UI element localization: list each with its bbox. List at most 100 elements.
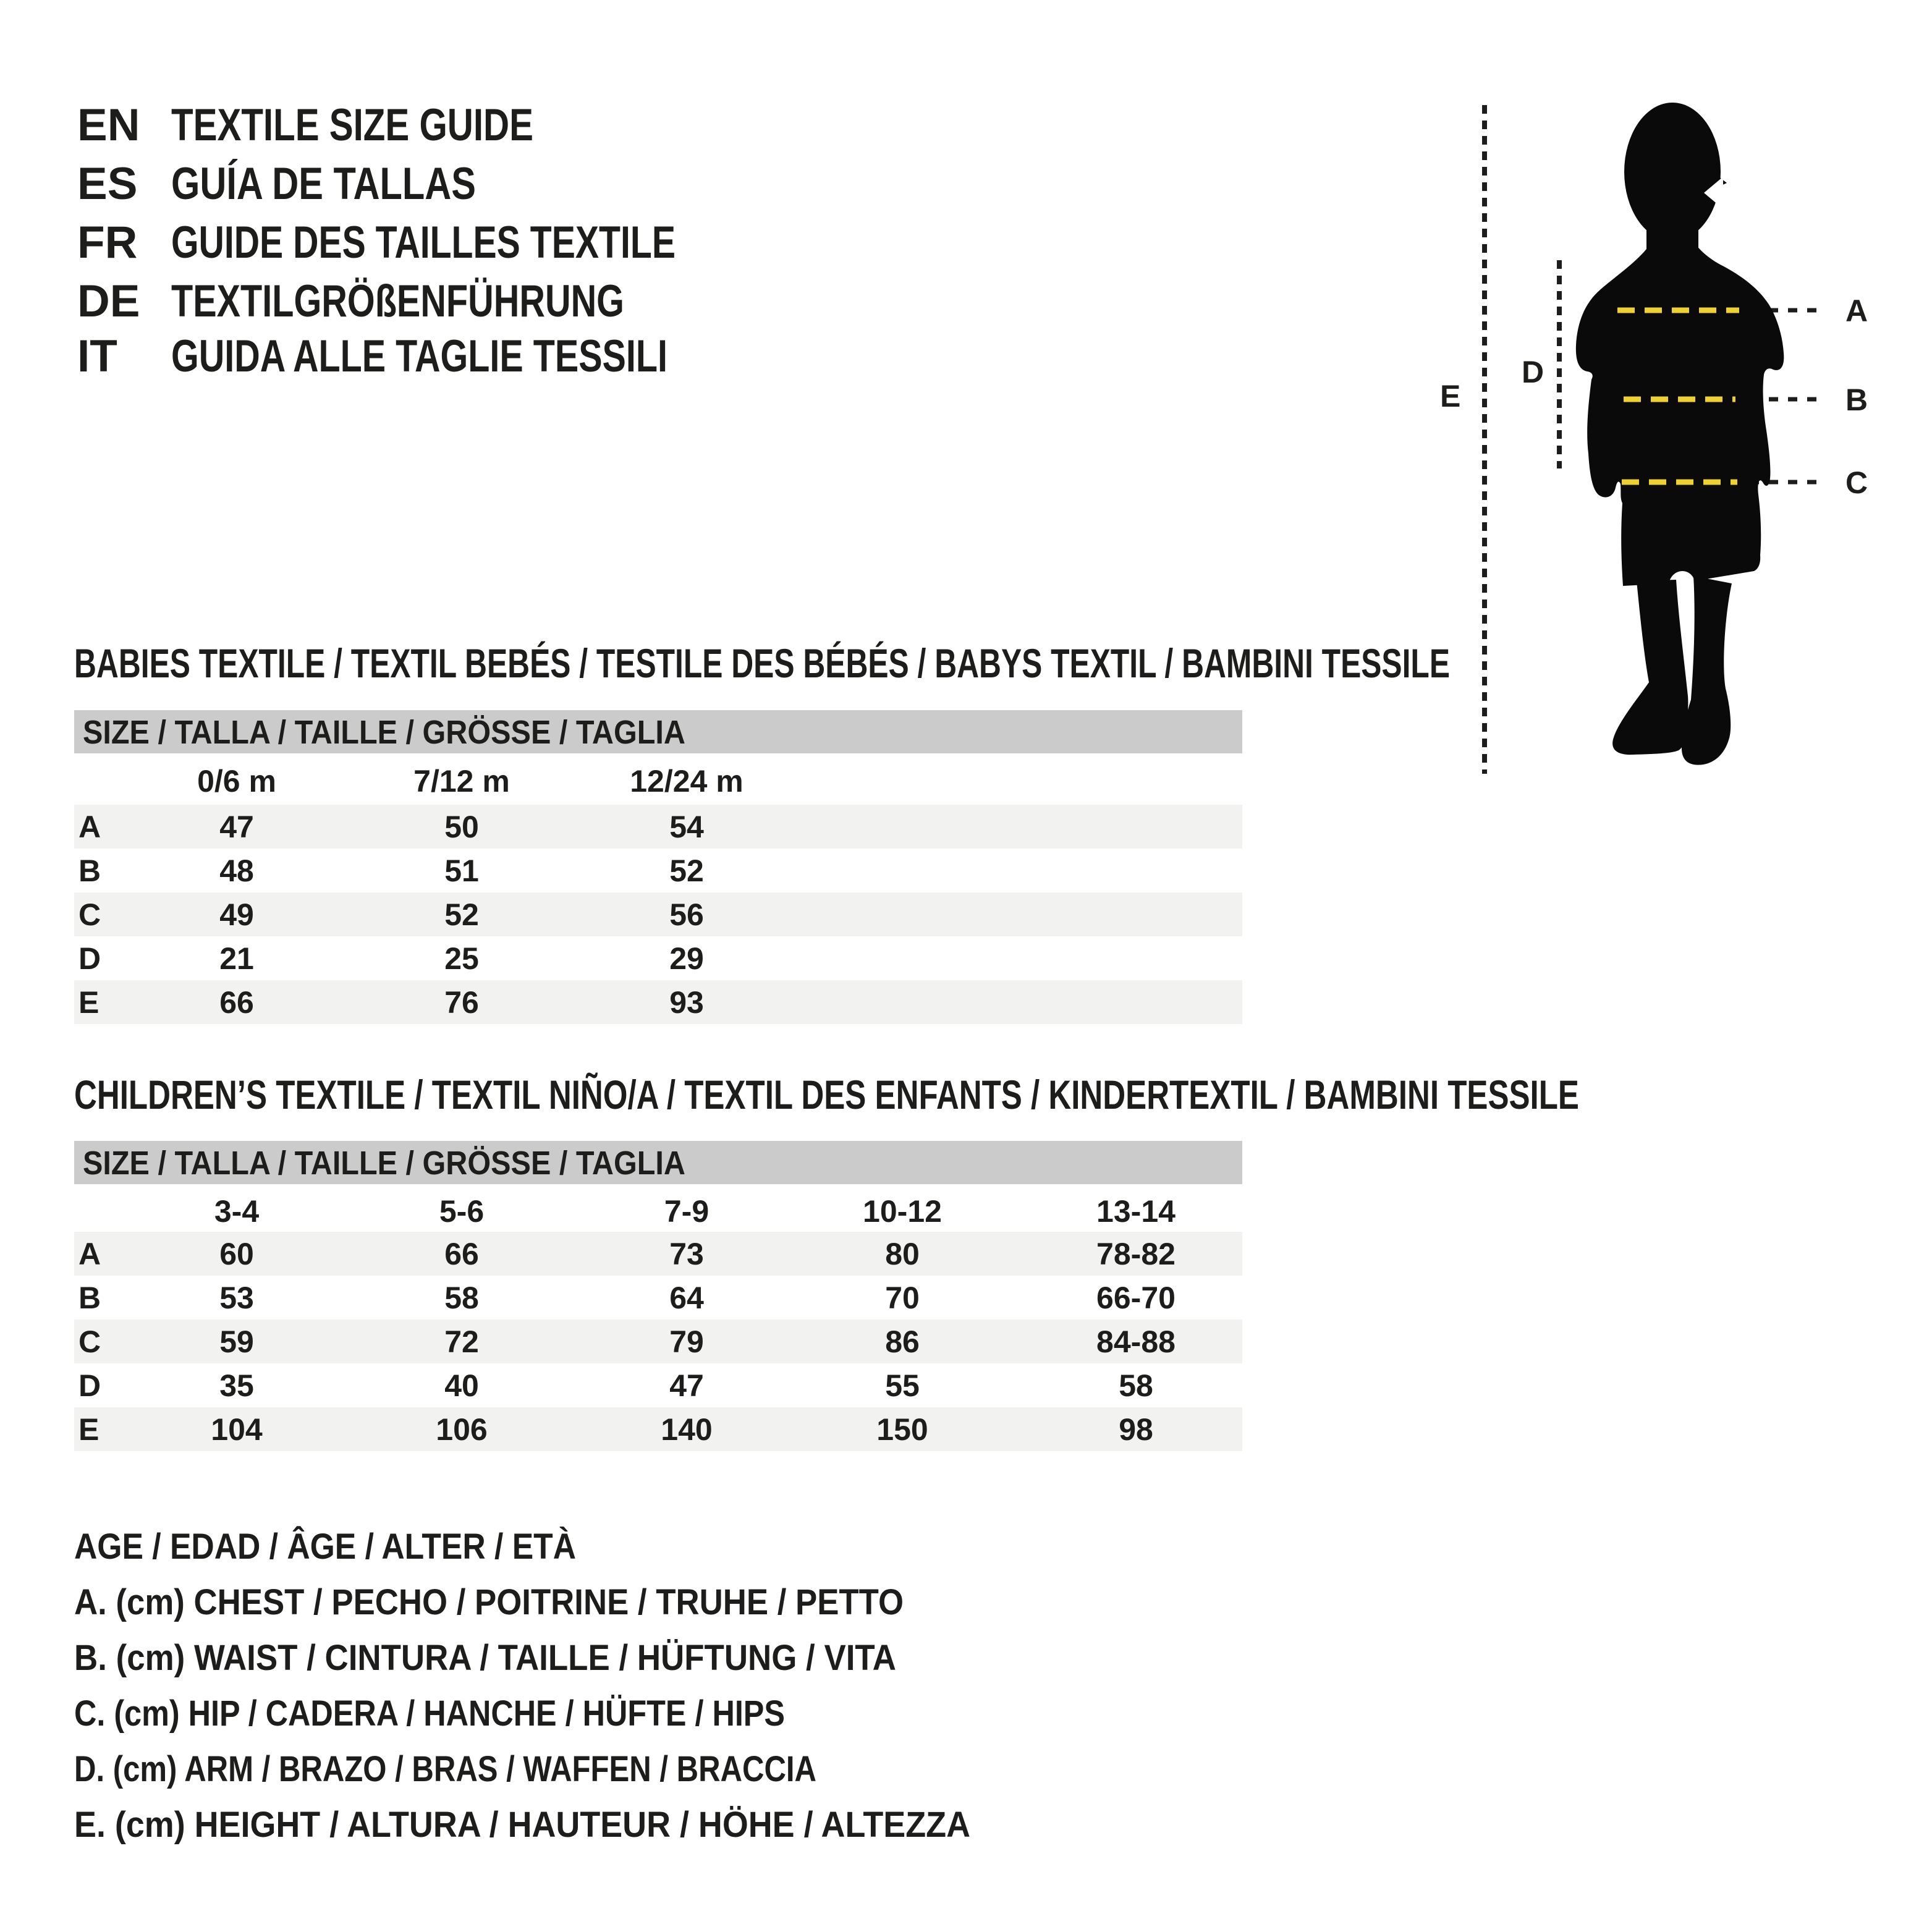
table-cell: 47 (219, 810, 254, 844)
table-cell: 52 (444, 897, 479, 932)
row-label: B (78, 854, 101, 888)
table-cell: 86 (885, 1324, 920, 1359)
children-col-header: 10-12 (863, 1194, 942, 1229)
legend-line-chest: A. (cm) CHEST / PECHO / POITRINE / TRUHE… (74, 1582, 904, 1622)
table-cell: 50 (444, 810, 479, 844)
legend-line-waist: B. (cm) WAIST / CINTURA / TAILLE / HÜFTU… (74, 1638, 896, 1678)
children-col-header: 7-9 (664, 1194, 709, 1229)
row-label: A (78, 810, 101, 844)
lang-title: TEXTILGRÖßENFÜHRUNG (171, 276, 624, 326)
table-row: E 66 76 93 (78, 985, 704, 1020)
lang-code: ES (77, 159, 137, 209)
legend-line-hip: C. (cm) HIP / CADERA / HANCHE / HÜFTE / … (74, 1693, 785, 1734)
waist-label: B (1845, 383, 1868, 417)
row-label: E (78, 985, 99, 1020)
babies-col-header: 7/12 m (413, 764, 510, 799)
table-cell: 66 (219, 985, 254, 1020)
table-cell: 84-88 (1096, 1324, 1176, 1359)
lang-title: TEXTILE SIZE GUIDE (171, 100, 533, 150)
table-cell: 53 (219, 1281, 254, 1315)
row-label: E (78, 1412, 99, 1447)
babies-size-header: SIZE / TALLA / TAILLE / GRÖSSE / TAGLIA (83, 714, 685, 751)
babies-table: BABIES TEXTILE / TEXTIL BEBÉS / TESTILE … (74, 640, 1450, 1024)
table-cell: 49 (219, 897, 254, 932)
table-cell: 80 (885, 1237, 920, 1271)
table-cell: 104 (211, 1412, 263, 1447)
table-cell: 70 (885, 1281, 920, 1315)
table-row: B 48 51 52 (78, 854, 704, 888)
children-col-header: 3-4 (214, 1194, 259, 1229)
measurement-diagram: A B C D E (1440, 103, 1868, 774)
hip-label: C (1845, 465, 1868, 500)
table-row: E 104 106 140 150 98 (78, 1412, 1153, 1447)
table-cell: 76 (444, 985, 479, 1020)
legend-line-arm: D. (cm) ARM / BRAZO / BRAS / WAFFEN / BR… (74, 1749, 816, 1789)
table-row-stripe (74, 1232, 1242, 1276)
legend-line-age: AGE / EDAD / ÂGE / ALTER / ETÀ (74, 1527, 576, 1567)
language-header: EN TEXTILE SIZE GUIDE ES GUÍA DE TALLAS … (77, 100, 676, 381)
babies-size-header-bar (74, 710, 1242, 753)
table-cell: 58 (1119, 1368, 1153, 1403)
height-label: E (1440, 379, 1460, 413)
table-cell: 51 (444, 854, 479, 888)
table-row: B 53 58 64 70 66-70 (78, 1281, 1176, 1315)
table-cell: 21 (219, 941, 254, 976)
row-label: B (78, 1281, 101, 1315)
table-row: C 49 52 56 (78, 897, 704, 932)
table-cell: 40 (444, 1368, 479, 1403)
child-silhouette-icon (1575, 103, 1784, 765)
lang-code: FR (77, 218, 137, 268)
table-cell: 66 (444, 1237, 479, 1271)
table-cell: 93 (669, 985, 704, 1020)
row-label: D (78, 941, 101, 976)
legend-line-height: E. (cm) HEIGHT / ALTURA / HAUTEUR / HÖHE… (74, 1805, 970, 1845)
table-row: D 21 25 29 (78, 941, 704, 976)
table-cell: 35 (219, 1368, 254, 1403)
row-label: C (78, 1324, 101, 1359)
lang-title: GUIDE DES TAILLES TEXTILE (171, 218, 676, 268)
row-label: C (78, 897, 101, 932)
table-cell: 72 (444, 1324, 479, 1359)
lang-code: IT (77, 331, 117, 381)
table-row-stripe (74, 1407, 1242, 1451)
table-cell: 64 (669, 1281, 704, 1315)
table-row: D 35 40 47 55 58 (78, 1368, 1153, 1403)
table-cell: 29 (669, 941, 704, 976)
table-cell: 55 (885, 1368, 920, 1403)
table-cell: 98 (1119, 1412, 1153, 1447)
children-col-header: 5-6 (439, 1194, 484, 1229)
table-cell: 150 (876, 1412, 928, 1447)
table-row: A 60 66 73 80 78-82 (78, 1237, 1176, 1271)
chest-label: A (1845, 294, 1868, 328)
children-size-header-bar (74, 1141, 1242, 1184)
babies-col-header: 12/24 m (630, 764, 743, 799)
table-cell: 47 (669, 1368, 704, 1403)
row-label: D (78, 1368, 101, 1403)
measure-legend: AGE / EDAD / ÂGE / ALTER / ETÀ A. (cm) C… (74, 1527, 970, 1845)
children-table: CHILDREN’S TEXTILE / TEXTIL NIÑO/A / TEX… (74, 1072, 1579, 1451)
table-cell: 79 (669, 1324, 704, 1359)
row-label: A (78, 1237, 101, 1271)
table-cell: 106 (436, 1412, 487, 1447)
lang-code: DE (77, 276, 140, 326)
table-row-stripe (74, 892, 1242, 936)
table-cell: 58 (444, 1281, 479, 1315)
babies-col-header: 0/6 m (197, 764, 276, 799)
table-cell: 25 (444, 941, 479, 976)
table-cell: 78-82 (1096, 1237, 1176, 1271)
children-col-header: 13-14 (1096, 1194, 1176, 1229)
table-cell: 52 (669, 854, 704, 888)
table-row: C 59 72 79 86 84-88 (78, 1324, 1176, 1359)
arm-label: D (1522, 355, 1544, 389)
table-cell: 60 (219, 1237, 254, 1271)
table-cell: 66-70 (1096, 1281, 1176, 1315)
table-cell: 140 (661, 1412, 712, 1447)
lang-code: EN (77, 100, 140, 150)
table-row-stripe (74, 1320, 1242, 1363)
table-cell: 48 (219, 854, 254, 888)
table-cell: 54 (669, 810, 704, 844)
table-cell: 73 (669, 1237, 704, 1271)
babies-table-title: BABIES TEXTILE / TEXTIL BEBÉS / TESTILE … (74, 640, 1450, 686)
table-cell: 56 (669, 897, 704, 932)
